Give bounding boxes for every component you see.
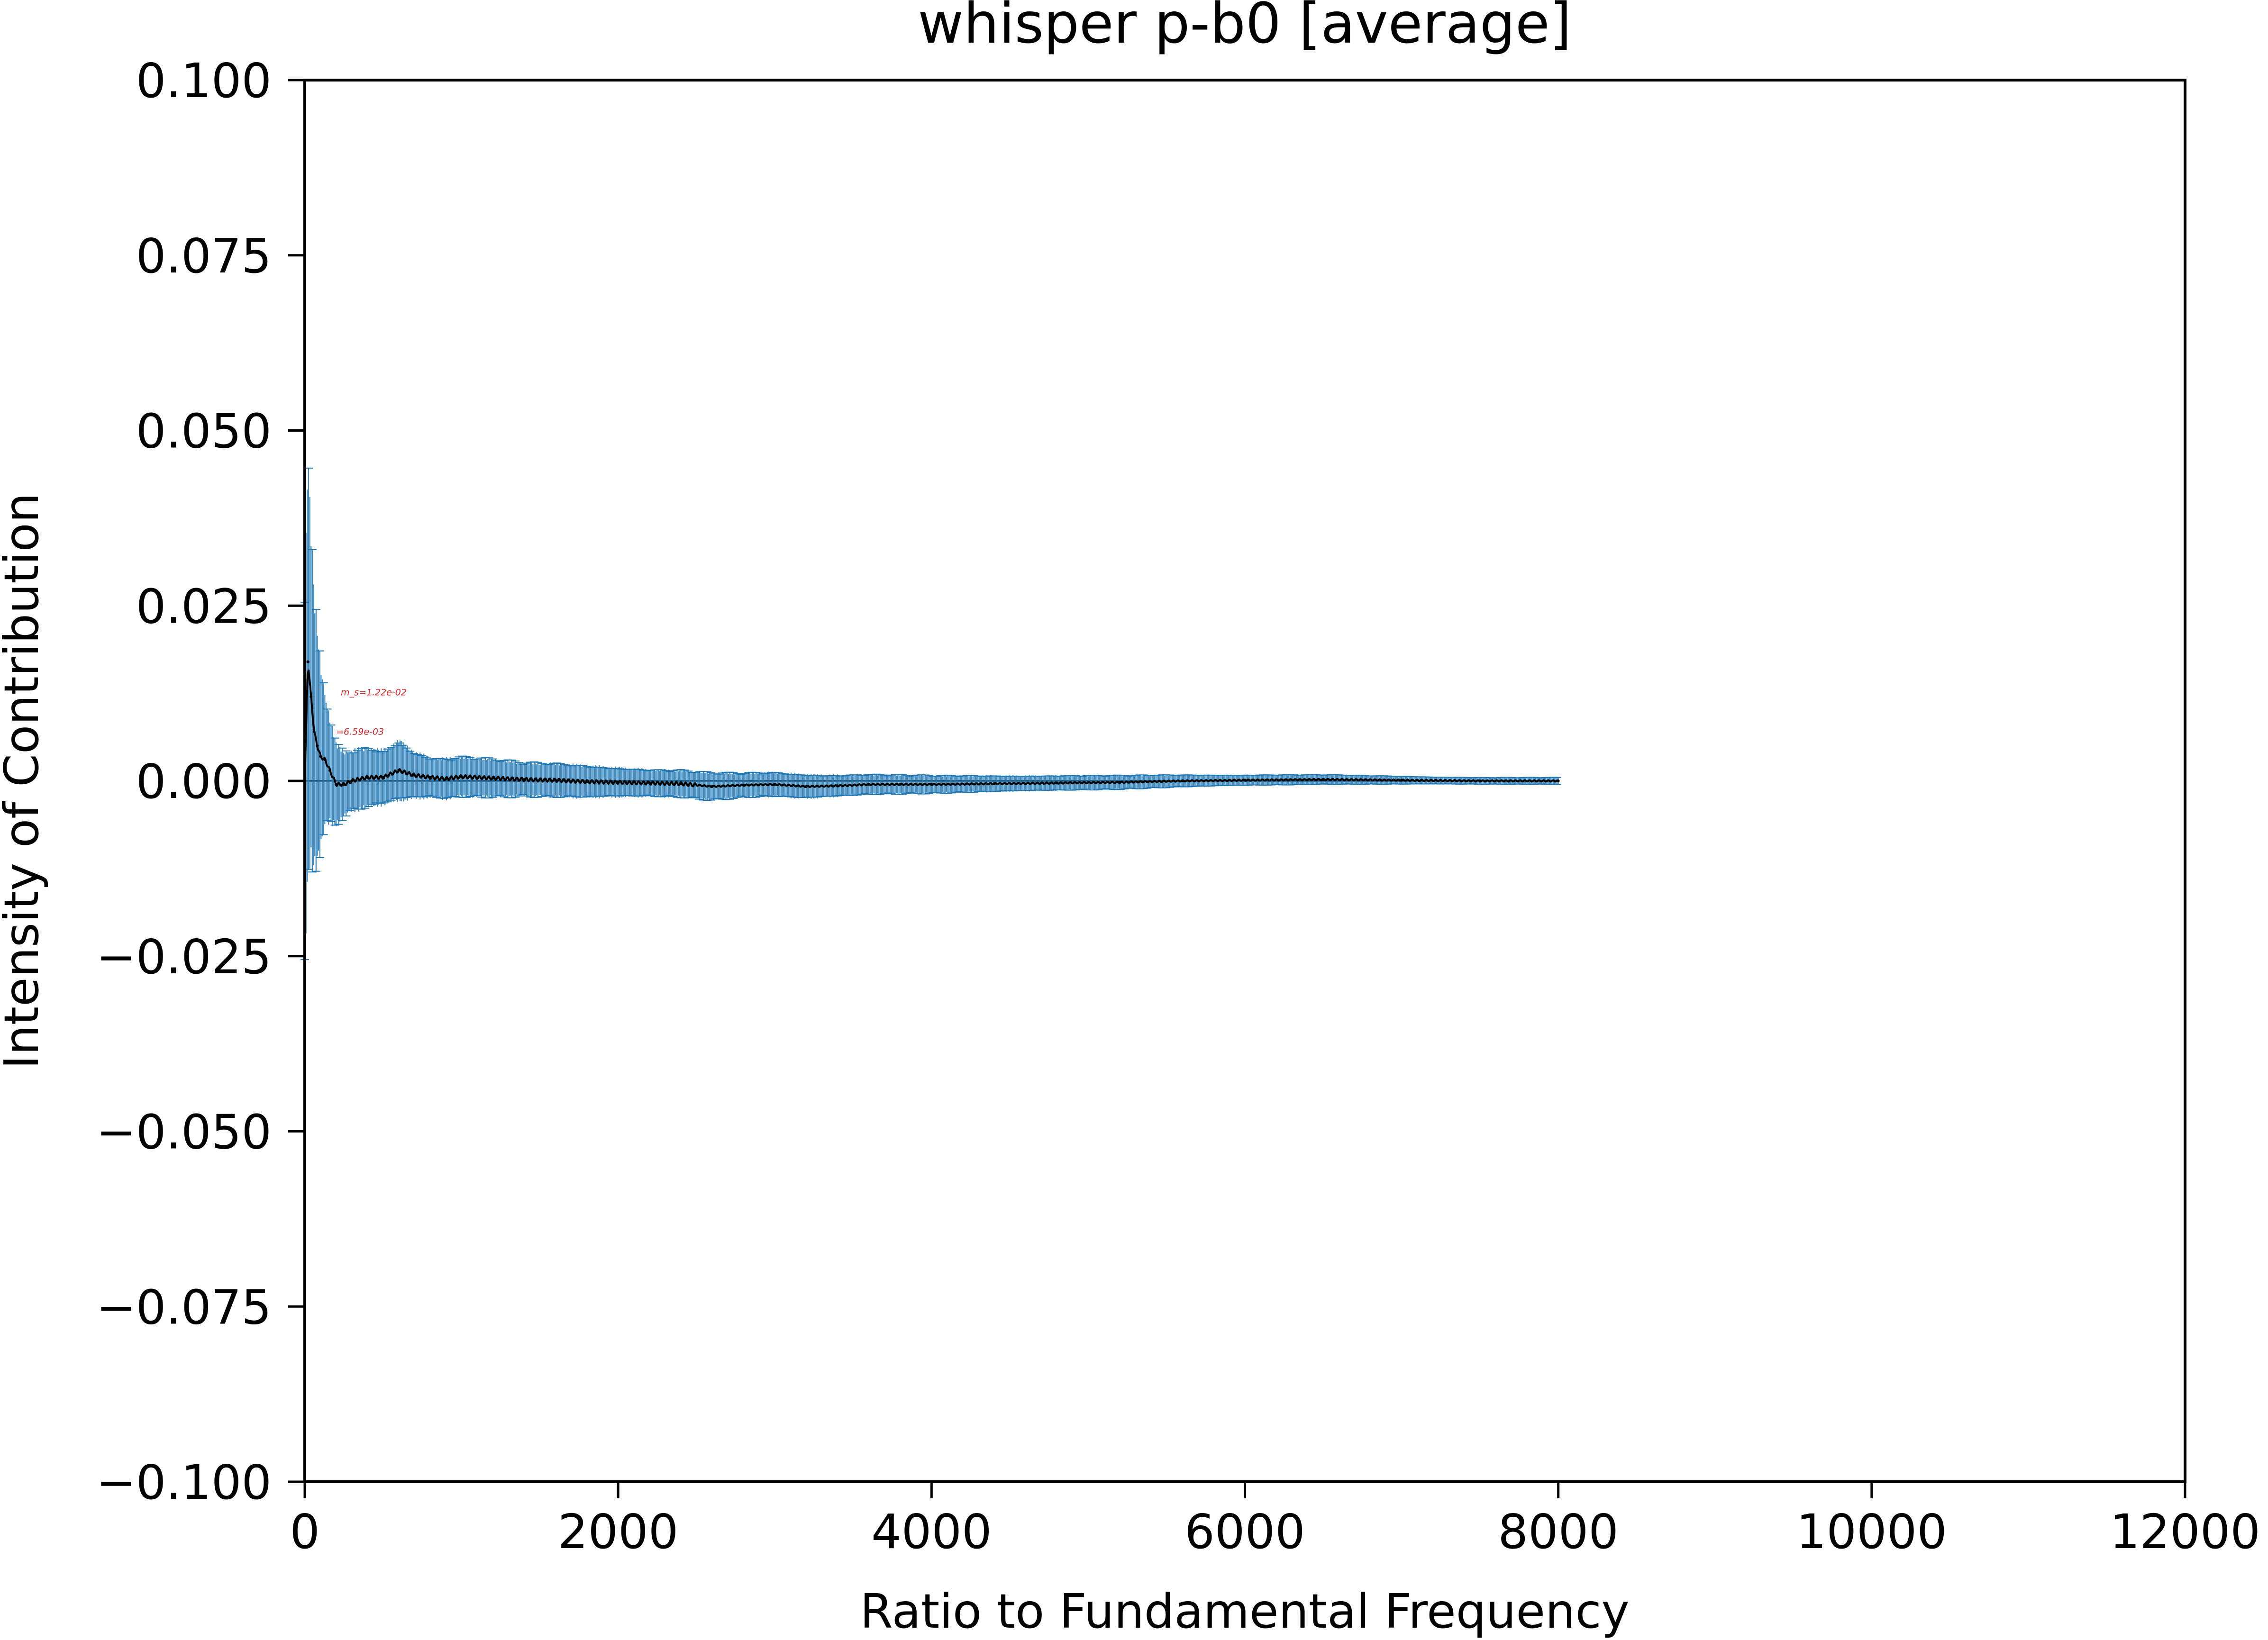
x-tick-label: 2000 <box>558 1504 679 1559</box>
data-point <box>306 660 310 663</box>
y-tick-label: 0.000 <box>136 754 272 809</box>
x-tick-label: 0 <box>290 1504 320 1559</box>
data-point <box>312 730 316 734</box>
data-point <box>804 785 808 788</box>
y-tick-label: 0.075 <box>136 228 272 284</box>
data-point <box>491 777 494 780</box>
data-point <box>342 783 346 786</box>
data-point <box>522 778 526 781</box>
data-point <box>350 779 354 782</box>
y-tick-label: −0.050 <box>96 1105 272 1160</box>
data-point <box>397 769 401 772</box>
x-axis-label: Ratio to Fundamental Frequency <box>860 1584 1629 1639</box>
x-tick-label: 8000 <box>1498 1504 1619 1559</box>
data-point <box>1055 781 1058 785</box>
data-point <box>444 777 447 780</box>
y-tick-label: 0.100 <box>136 53 272 109</box>
data-point <box>310 695 313 698</box>
chart-title: whisper p-b0 [average] <box>918 0 1571 56</box>
annotation-label: =6.59e-03 <box>336 726 384 737</box>
y-tick-label: −0.075 <box>96 1279 272 1335</box>
x-axis: 0 2000 4000 6000 8000 10000 12000 <box>290 1482 2260 1559</box>
y-tick-label: 0.025 <box>136 579 272 634</box>
y-axis: 0.100 0.075 0.050 0.025 0.000 −0.025 −0.050 −0.… <box>96 53 305 1510</box>
data-point <box>428 776 432 779</box>
data-point <box>585 780 589 783</box>
data-point <box>316 744 319 748</box>
data-point <box>679 782 683 785</box>
data-point <box>335 783 338 786</box>
data-point <box>323 758 327 761</box>
data-point <box>328 769 331 772</box>
data-point <box>460 775 463 779</box>
data-point <box>617 780 620 784</box>
x-tick-label: 12000 <box>2110 1504 2260 1559</box>
data-point <box>1118 780 1121 784</box>
data-point <box>1243 779 1247 782</box>
data-point <box>1478 779 1482 782</box>
error-bars <box>301 467 1562 960</box>
data-point <box>899 783 902 786</box>
data-point <box>1321 778 1325 781</box>
x-tick-label: 4000 <box>871 1504 992 1559</box>
data-point <box>710 785 714 788</box>
annotation-label: m_s=1.22e-02 <box>341 688 407 698</box>
data-point <box>413 774 416 777</box>
data-point <box>867 783 871 786</box>
data-point <box>773 783 776 786</box>
y-tick-label: 0.050 <box>136 404 272 459</box>
data-point <box>993 782 996 785</box>
y-tick-label: −0.025 <box>96 929 272 985</box>
x-tick-label: 6000 <box>1184 1504 1305 1559</box>
y-tick-label: −0.100 <box>96 1455 272 1510</box>
data-point <box>836 784 839 788</box>
x-tick-label: 10000 <box>1796 1504 1947 1559</box>
data-point <box>554 779 557 782</box>
data-point <box>1557 779 1560 782</box>
data-point <box>742 783 745 787</box>
data-point <box>930 783 933 786</box>
data-point <box>366 776 369 779</box>
data-point <box>319 755 322 758</box>
data-point <box>648 781 651 785</box>
plot-layer: m_s=1.22e-02 =6.59e-03 <box>301 467 1562 960</box>
data-point <box>1400 779 1403 782</box>
data-point <box>382 776 385 779</box>
data-point <box>1181 779 1184 782</box>
y-axis-label: Intensity of Contribution <box>0 493 49 1069</box>
